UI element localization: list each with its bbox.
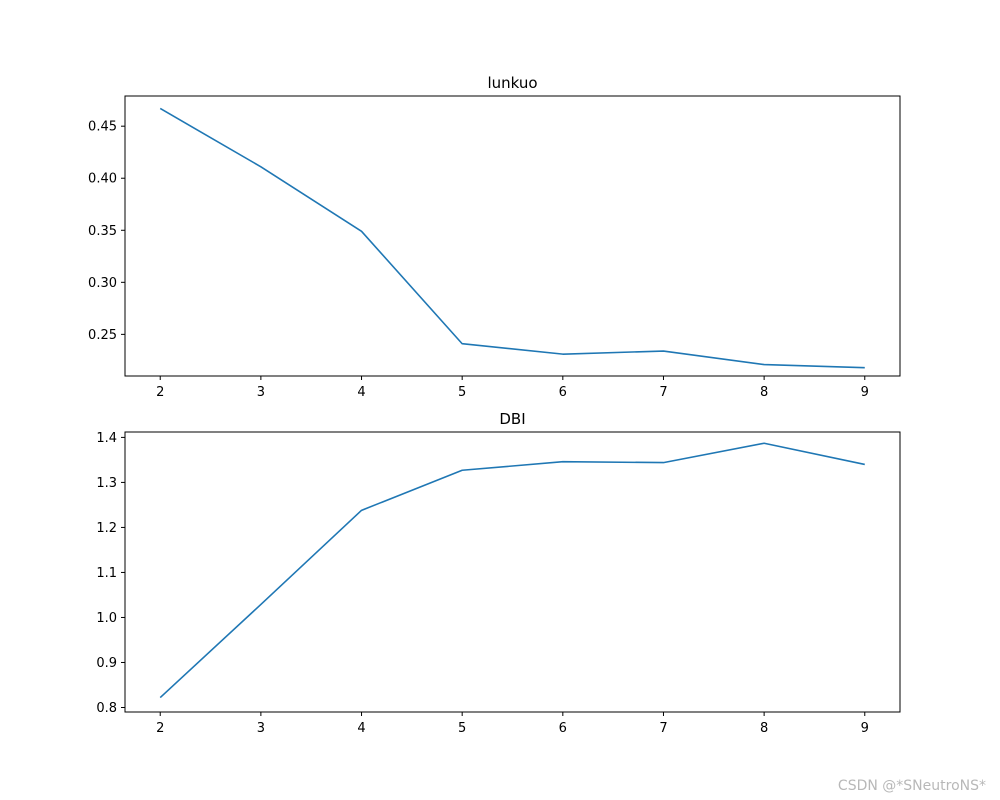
y-tick-label: 1.0 xyxy=(96,611,117,626)
chart-title: DBI xyxy=(499,410,525,428)
x-tick-label: 6 xyxy=(559,385,567,400)
x-tick-label: 9 xyxy=(861,385,869,400)
chart-panel-2: DBI 2 3 4 5 6 7 8 9 0.8 0.9 1.0 1.1 1.2 1.3 1.4 xyxy=(96,410,901,736)
x-tick-label: 4 xyxy=(357,721,365,736)
axes-frame xyxy=(124,431,901,713)
watermark: CSDN @*SNeutroNS* xyxy=(837,778,986,794)
x-tick-label: 8 xyxy=(760,385,768,400)
chart-title: lunkuo xyxy=(487,74,537,92)
y-tick-label: 0.45 xyxy=(88,120,117,135)
x-tick-label: 8 xyxy=(760,721,768,736)
x-tick-label: 7 xyxy=(659,385,667,400)
x-tick-label: 5 xyxy=(458,721,466,736)
y-tick-label: 0.40 xyxy=(88,172,117,187)
y-tick-label: 0.9 xyxy=(96,656,117,671)
chart-panel-1: lunkuo 2 3 4 5 6 7 8 9 0.25 0.30 0.35 0.40 0.45 xyxy=(88,74,901,400)
series-line-1 xyxy=(159,442,865,699)
y-tick-label: 1.4 xyxy=(96,431,117,446)
x-tick-label: 7 xyxy=(659,721,667,736)
axes-frame xyxy=(124,95,901,377)
y-tick-label: 0.35 xyxy=(88,224,117,239)
y-tick-label: 0.25 xyxy=(88,328,117,343)
y-tick-label: 1.3 xyxy=(96,476,117,491)
x-tick-label: 9 xyxy=(861,721,869,736)
x-tick-label: 2 xyxy=(156,721,164,736)
y-tick-label: 1.2 xyxy=(96,521,117,536)
x-tick-label: 2 xyxy=(156,385,164,400)
series-line-1 xyxy=(159,107,865,369)
x-tick-label: 3 xyxy=(257,721,265,736)
y-tick-label: 1.1 xyxy=(96,566,117,581)
y-tick-label: 0.8 xyxy=(96,701,117,716)
x-tick-label: 4 xyxy=(357,385,365,400)
x-tick-label: 5 xyxy=(458,385,466,400)
x-tick-label: 6 xyxy=(559,721,567,736)
x-tick-label: 3 xyxy=(257,385,265,400)
y-tick-label: 0.30 xyxy=(88,276,117,291)
